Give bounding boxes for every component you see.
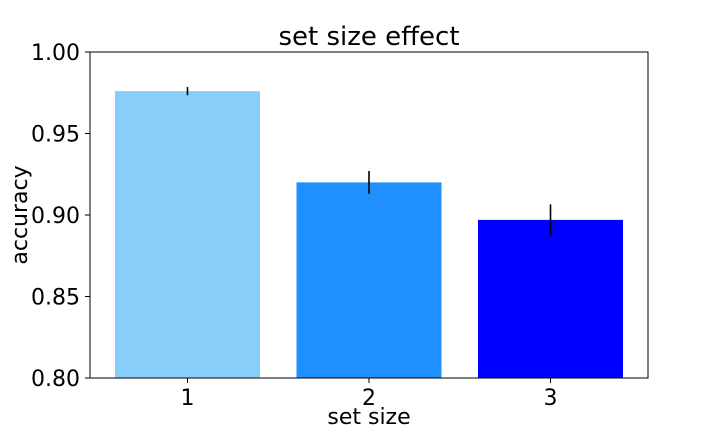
x-axis-label: set size [327,405,410,430]
y-tick-label-0.95: 0.95 [31,123,80,148]
y-tick-label-1.00: 1.00 [31,41,80,66]
x-axis: 1 2 3 [181,378,558,411]
y-axis: 0.80 0.85 0.90 0.95 1.00 [31,41,90,392]
bars-layer [115,91,623,379]
y-tick-label-0.85: 0.85 [31,286,80,311]
y-axis-label: accuracy [8,165,33,264]
y-tick-label-0.90: 0.90 [31,204,80,229]
x-tick-label-3: 3 [544,386,558,411]
y-tick-label-0.80: 0.80 [31,367,80,392]
x-tick-label-2: 2 [362,386,376,411]
bar-1 [115,91,260,379]
error-bars-layer [186,87,552,236]
bar-2 [296,182,442,378]
chart-title: set size effect [278,22,459,52]
bar-3 [478,219,623,378]
x-tick-label-1: 1 [181,386,195,411]
